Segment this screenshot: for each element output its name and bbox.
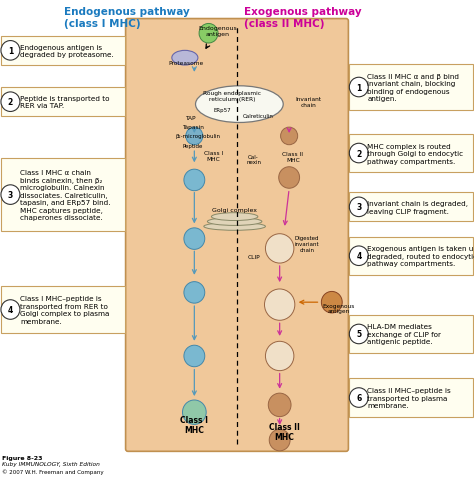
Text: 2: 2: [356, 149, 362, 158]
Text: 3: 3: [356, 203, 362, 212]
FancyBboxPatch shape: [1, 88, 125, 117]
Text: 4: 4: [356, 252, 362, 261]
Text: 5: 5: [356, 330, 361, 339]
Text: Proteasome: Proteasome: [169, 61, 204, 66]
Circle shape: [349, 144, 368, 163]
Text: Invariant chain is degraded,
leaving CLIP fragment.: Invariant chain is degraded, leaving CLI…: [367, 201, 468, 214]
Text: Calreticulin: Calreticulin: [243, 114, 274, 119]
Ellipse shape: [204, 223, 265, 231]
FancyBboxPatch shape: [1, 159, 125, 232]
Ellipse shape: [207, 218, 262, 226]
Circle shape: [349, 325, 368, 344]
Text: Kuby IMMUNOLOGY, Sixth Edition: Kuby IMMUNOLOGY, Sixth Edition: [2, 461, 100, 466]
Text: © 2007 W.H. Freeman and Company: © 2007 W.H. Freeman and Company: [2, 468, 104, 474]
Circle shape: [1, 300, 20, 320]
Circle shape: [184, 282, 205, 304]
Ellipse shape: [195, 87, 283, 123]
Text: 1: 1: [356, 83, 362, 92]
FancyBboxPatch shape: [1, 37, 125, 66]
Circle shape: [184, 346, 205, 367]
Text: Peptide: Peptide: [182, 144, 203, 149]
Text: Class II MHC–peptide is
transported to plasma
membrane.: Class II MHC–peptide is transported to p…: [367, 387, 451, 408]
FancyBboxPatch shape: [349, 237, 473, 275]
Circle shape: [349, 78, 368, 98]
Circle shape: [184, 170, 205, 191]
Text: 2: 2: [8, 98, 13, 107]
Circle shape: [182, 400, 206, 425]
Circle shape: [1, 93, 20, 112]
Circle shape: [1, 41, 20, 61]
Text: HLA-DM mediates
exchange of CLIP for
antigenic peptide.: HLA-DM mediates exchange of CLIP for ant…: [367, 324, 441, 345]
Text: Class II MHC α and β bind
invariant chain, blocking
binding of endogenous
antige: Class II MHC α and β bind invariant chai…: [367, 74, 459, 102]
Text: 3: 3: [8, 191, 13, 200]
Text: Class II
MHC: Class II MHC: [269, 422, 300, 442]
Text: MHC complex is routed
through Golgi to endocytic
pathway compartments.: MHC complex is routed through Golgi to e…: [367, 143, 464, 164]
Ellipse shape: [172, 51, 198, 66]
Text: Exogenous antigen is taken up,
degraded, routed to endocytic
pathway compartment: Exogenous antigen is taken up, degraded,…: [367, 246, 474, 266]
Text: Endogenous antigen is
degraded by proteasome.: Endogenous antigen is degraded by protea…: [20, 44, 114, 58]
Circle shape: [269, 429, 290, 451]
Text: Class I MHC α chain
binds calnexin, then β₂
microglobulin. Calnexin
dissociates.: Class I MHC α chain binds calnexin, then…: [20, 170, 110, 221]
Text: Golgi complex: Golgi complex: [212, 207, 257, 212]
Circle shape: [349, 388, 368, 407]
Circle shape: [186, 128, 203, 145]
Text: Cal-
nexin: Cal- nexin: [246, 154, 261, 165]
Text: Invariant
chain: Invariant chain: [295, 97, 321, 108]
Circle shape: [199, 24, 218, 44]
Circle shape: [184, 228, 205, 250]
Text: TAP: TAP: [185, 116, 195, 121]
Text: 1: 1: [8, 47, 13, 56]
Text: 6: 6: [356, 393, 362, 402]
Text: Class I
MHC: Class I MHC: [204, 151, 223, 162]
Circle shape: [265, 342, 294, 371]
Text: Tapasin: Tapasin: [182, 124, 204, 129]
Ellipse shape: [211, 213, 258, 221]
Circle shape: [321, 292, 342, 313]
Circle shape: [1, 185, 20, 205]
Text: Digested
invariant
chain: Digested invariant chain: [295, 236, 319, 252]
Circle shape: [279, 167, 300, 189]
FancyBboxPatch shape: [349, 379, 473, 417]
Circle shape: [349, 246, 368, 266]
Text: Peptide is transported to
RER via TAP.: Peptide is transported to RER via TAP.: [20, 96, 109, 109]
Text: Exogenous pathway
(class II MHC): Exogenous pathway (class II MHC): [244, 7, 362, 29]
FancyBboxPatch shape: [1, 286, 125, 333]
Text: Endogenous
antigen: Endogenous antigen: [199, 26, 237, 37]
FancyBboxPatch shape: [349, 135, 473, 173]
Text: Class II
MHC: Class II MHC: [283, 152, 303, 163]
Text: β₂-microglobulin: β₂-microglobulin: [175, 134, 220, 139]
Circle shape: [265, 234, 294, 264]
Text: Class I
MHC: Class I MHC: [180, 415, 209, 434]
FancyBboxPatch shape: [349, 64, 473, 111]
Text: CLIP: CLIP: [247, 255, 260, 260]
Text: Exogenous
antigen: Exogenous antigen: [323, 303, 355, 314]
FancyBboxPatch shape: [349, 193, 473, 222]
Text: 4: 4: [8, 305, 13, 314]
Circle shape: [268, 393, 291, 417]
Text: Class I MHC–peptide is
transported from RER to
Golgi complex to plasma
membrane.: Class I MHC–peptide is transported from …: [20, 296, 109, 324]
Text: Figure 8-23: Figure 8-23: [2, 455, 43, 460]
Circle shape: [264, 289, 295, 321]
FancyBboxPatch shape: [349, 315, 473, 353]
Text: ERp57: ERp57: [213, 107, 231, 112]
Text: Rough endoplasmic
reticulum (RER): Rough endoplasmic reticulum (RER): [203, 91, 261, 102]
FancyBboxPatch shape: [126, 20, 348, 451]
Circle shape: [281, 128, 298, 145]
Text: Endogenous pathway
(class I MHC): Endogenous pathway (class I MHC): [64, 7, 190, 29]
Circle shape: [349, 198, 368, 217]
